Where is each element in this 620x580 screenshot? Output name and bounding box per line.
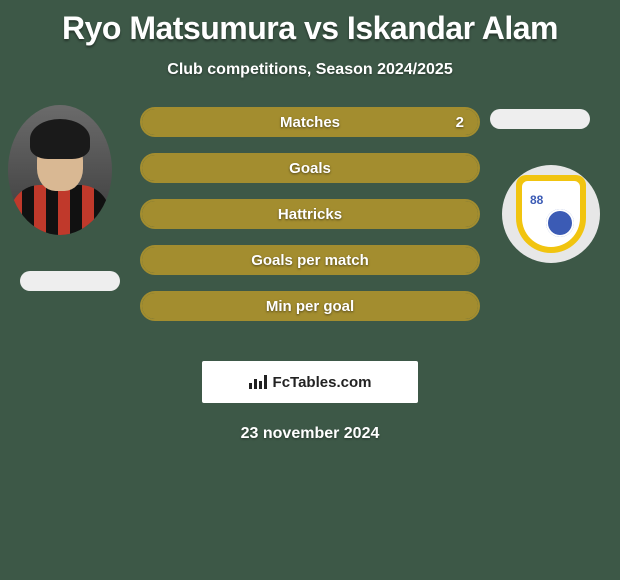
page-subtitle: Club competitions, Season 2024/2025	[0, 61, 620, 79]
stats-list: Matches 2 Goals Hattricks Goals per match Min…	[140, 107, 480, 337]
stat-label: Hattricks	[278, 206, 342, 223]
stat-right-value: 2	[456, 114, 464, 131]
left-player-photo	[8, 105, 112, 235]
stat-label: Goals per match	[251, 252, 369, 269]
site-label: FcTables.com	[273, 374, 372, 391]
left-player-pill	[20, 271, 120, 291]
right-player-pill	[490, 109, 590, 129]
stat-label: Matches	[280, 114, 340, 131]
site-attribution: FcTables.com	[202, 361, 418, 403]
badge-number: 88	[530, 193, 543, 207]
stat-row: Goals	[140, 153, 480, 183]
stat-label: Min per goal	[266, 298, 354, 315]
stat-row: Matches 2	[140, 107, 480, 137]
generation-date: 23 november 2024	[0, 425, 620, 443]
right-club-badge: 88	[502, 165, 600, 263]
stat-row: Hattricks	[140, 199, 480, 229]
page-title: Ryo Matsumura vs Iskandar Alam	[0, 0, 620, 47]
stat-row: Goals per match	[140, 245, 480, 275]
stat-row: Min per goal	[140, 291, 480, 321]
stat-label: Goals	[289, 160, 331, 177]
comparison-area: 88 Matches 2 Goals Hattricks Goals per match…	[0, 111, 620, 341]
soccer-ball-icon	[546, 209, 574, 237]
bar-chart-icon	[249, 375, 267, 389]
